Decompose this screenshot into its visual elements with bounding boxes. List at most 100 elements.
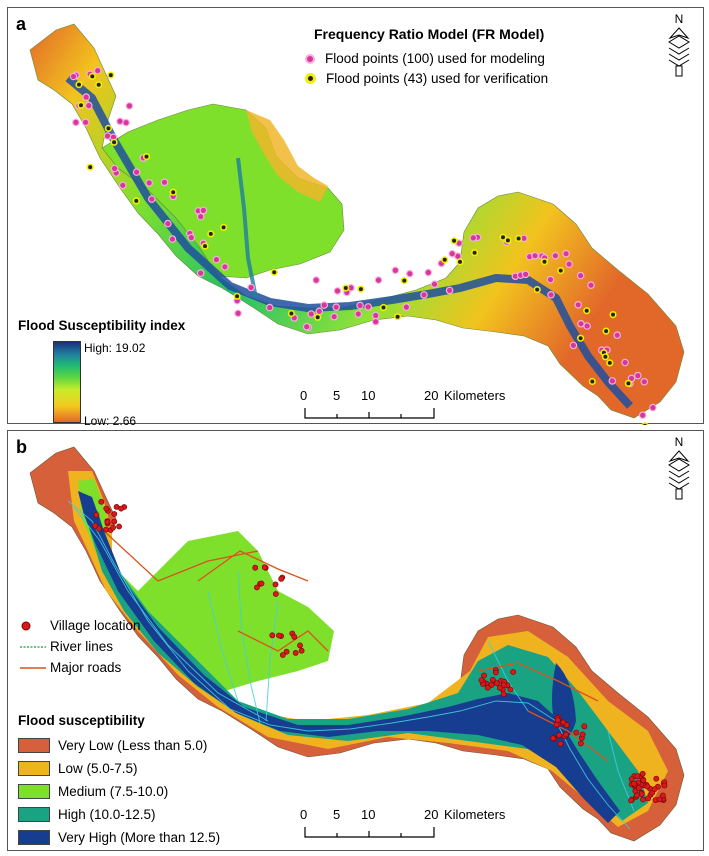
verification-flood-point <box>287 309 296 318</box>
modeling-flood-point <box>445 286 454 295</box>
modeling-flood-point <box>405 269 414 278</box>
village-location-dot <box>635 784 642 791</box>
scale-tick-10: 10 <box>361 807 376 822</box>
modeling-flood-point <box>583 322 591 330</box>
village-location-dot <box>272 591 279 597</box>
village-location-dot <box>258 580 265 587</box>
village-dot-icon <box>21 621 31 630</box>
village-location-dot <box>478 677 485 684</box>
legend-road-label: Major roads <box>50 660 122 675</box>
north-label: N <box>674 435 684 449</box>
village-location-dot <box>579 731 586 738</box>
village-location-dot <box>645 795 651 802</box>
village-location-dot <box>493 680 500 687</box>
verification-flood-point <box>450 237 458 245</box>
north-arrow-b: N <box>666 435 692 504</box>
village-location-dot <box>660 792 666 799</box>
modeling-flood-point <box>160 178 169 187</box>
verification-flood-point <box>132 197 140 205</box>
verification-flood-point <box>515 234 523 243</box>
legend-class-medium: Medium (7.5-10.0) <box>18 784 168 799</box>
village-location-dot <box>98 498 105 505</box>
modeling-flood-point <box>164 219 172 228</box>
legend-village: Village location <box>18 618 141 633</box>
verification-flood-point <box>601 353 610 361</box>
village-location-dot <box>104 519 111 525</box>
village-location-dot <box>577 740 584 747</box>
verification-flood-point <box>75 80 83 89</box>
scale-tick-0: 0 <box>300 807 308 822</box>
verification-flood-point <box>107 71 115 79</box>
verification-flood-point <box>88 72 96 80</box>
verification-flood-point <box>456 258 464 266</box>
verification-flood-point <box>77 101 85 109</box>
class-legend-title: Flood susceptibility <box>18 713 145 728</box>
verification-flood-points <box>75 71 649 425</box>
legend-verification-points: Flood points (43) used for verification <box>305 71 548 86</box>
swatch-very-low <box>18 738 50 753</box>
river-line-icon <box>20 645 46 648</box>
modeling-flood-point <box>608 377 617 385</box>
verification-flood-point <box>314 313 322 321</box>
modeling-flood-point <box>199 206 208 215</box>
modeling-flood-point <box>81 118 90 127</box>
village-location-dot <box>633 792 640 799</box>
scale-tick-20: 20 <box>424 388 439 403</box>
modeling-flood-point <box>320 301 329 309</box>
village-location-dot <box>550 735 556 742</box>
modeling-flood-point <box>85 101 93 110</box>
modeling-flood-point <box>72 118 80 127</box>
swatch-high <box>18 807 50 822</box>
verification-flood-point <box>86 163 94 171</box>
village-location-dot <box>118 505 124 512</box>
village-location-dot <box>638 791 645 797</box>
class-label-high: High (10.0-12.5) <box>58 807 156 822</box>
modeling-flood-point <box>307 310 316 318</box>
verification-flood-point <box>504 236 512 244</box>
class-label-very-low: Very Low (Less than 5.0) <box>58 738 208 753</box>
verification-flood-point <box>357 285 365 293</box>
verification-flood-point <box>220 223 228 231</box>
village-location-dot <box>581 723 588 730</box>
modeling-flood-point <box>424 268 433 277</box>
modeling-flood-point <box>312 276 321 284</box>
panel-a: a Frequency Ratio Model (FR Model) Flood… <box>7 7 704 428</box>
modeling-flood-point <box>221 262 229 271</box>
modeling-flood-point <box>371 311 380 320</box>
major-roads <box>103 530 609 762</box>
modeling-flood-point <box>247 283 255 292</box>
verification-flood-point <box>142 153 151 161</box>
verification-flood-point <box>641 422 649 425</box>
village-location-dot <box>556 732 562 739</box>
village-location-dot <box>253 584 260 591</box>
swatch-low <box>18 761 50 776</box>
verification-flood-point <box>201 242 209 250</box>
village-location-dot <box>92 522 99 529</box>
verification-flood-point <box>602 327 610 335</box>
map-title: Frequency Ratio Model (FR Model) <box>314 26 545 42</box>
village-locations <box>92 498 668 804</box>
village-location-dot <box>639 770 646 777</box>
legend-modeling-points: Flood points (100) used for modeling <box>305 51 545 66</box>
village-location-dot <box>297 642 303 649</box>
village-location-dot <box>116 523 122 530</box>
village-location-dot <box>278 575 285 582</box>
modeling-flood-point <box>391 266 400 275</box>
scale-unit: Kilometers <box>444 388 506 403</box>
verification-flood-point <box>441 256 449 264</box>
verification-flood-point <box>400 277 408 285</box>
village-location-dot <box>640 777 647 784</box>
flood-susceptibility-index-map <box>29 23 685 425</box>
village-location-dot <box>261 564 268 571</box>
index-low-label: Low: 2.66 <box>84 414 137 428</box>
verification-flood-point <box>540 258 549 266</box>
index-high-label: High: 19.02 <box>84 341 146 355</box>
road-line-icon <box>20 666 46 669</box>
modeling-flood-point <box>469 234 478 242</box>
modeling-flood-point <box>212 255 221 264</box>
modeling-flood-point <box>364 303 373 311</box>
verification-flood-point <box>471 249 479 257</box>
modeling-point-icon <box>305 53 315 64</box>
modeling-flood-point <box>168 235 177 243</box>
index-color-ramp <box>53 341 81 423</box>
